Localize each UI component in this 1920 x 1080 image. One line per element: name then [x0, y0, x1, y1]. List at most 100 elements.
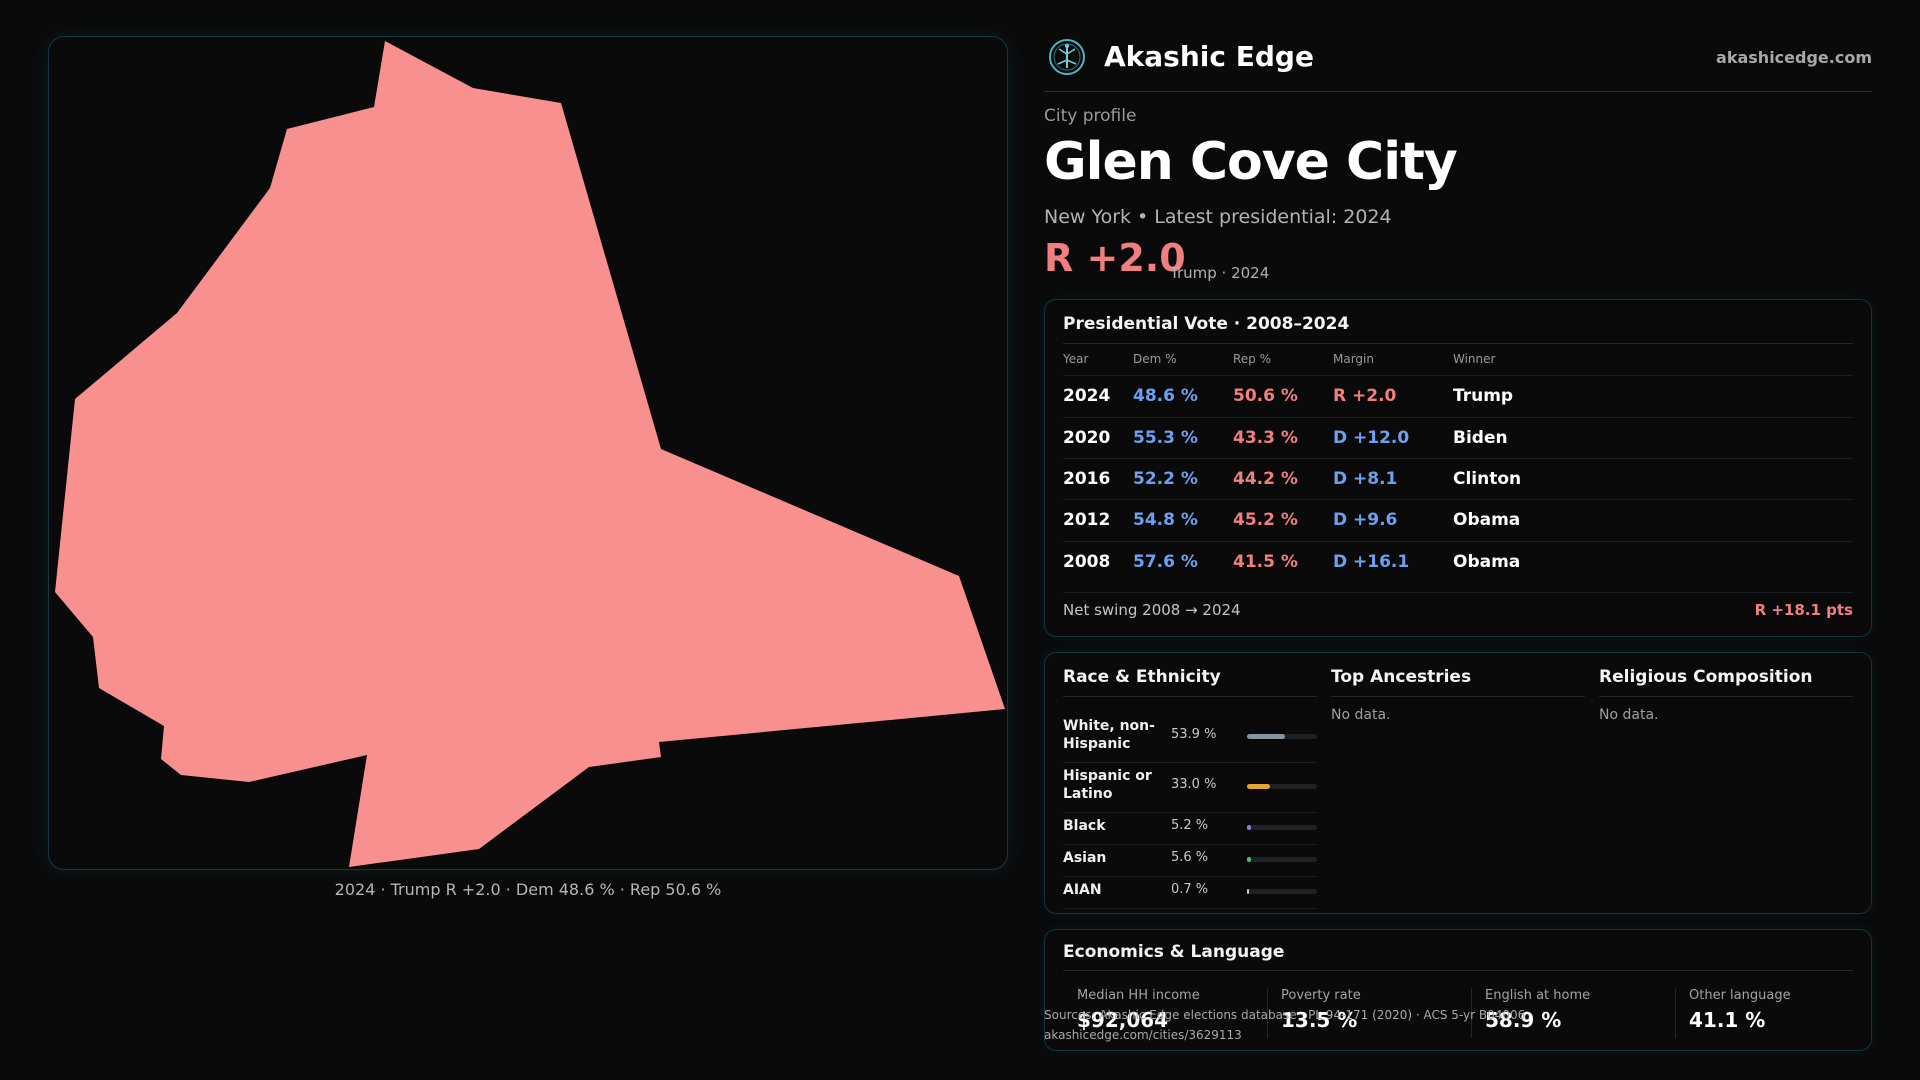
cell-year: 2008: [1063, 552, 1111, 572]
brand-name[interactable]: Akashic Edge: [1104, 40, 1314, 73]
race-value: 5.2 %: [1171, 818, 1209, 833]
race-row: Hispanic or Latino 33.0 %: [1063, 763, 1317, 813]
page-title: Glen Cove City: [1044, 132, 1458, 192]
race-bar: [1247, 825, 1317, 830]
stat-label: Other language: [1689, 988, 1791, 1003]
table-row: 2020 55.3 % 43.3 % D +12.0 Biden: [1063, 417, 1853, 459]
religion-title: Religious Composition: [1599, 667, 1853, 697]
stat-poverty-rate: Poverty rate 13.5 %: [1267, 988, 1457, 1038]
stat-other-language: Other language 41.1 %: [1675, 988, 1865, 1038]
stat-label: Poverty rate: [1281, 988, 1361, 1003]
race-row: White, non-Hispanic 53.9 %: [1063, 713, 1317, 763]
race-value: 33.0 %: [1171, 777, 1217, 792]
ancestries-section: Top Ancestries No data.: [1331, 667, 1585, 723]
cell-dem: 48.6 %: [1133, 386, 1198, 406]
cell-year: 2024: [1063, 386, 1111, 406]
race-label: Black: [1063, 818, 1106, 834]
table-row: 2012 54.8 % 45.2 % D +9.6 Obama: [1063, 499, 1853, 541]
city-boundary-map: [55, 41, 1005, 867]
col-dem: Dem %: [1133, 352, 1177, 366]
cell-winner: Obama: [1453, 510, 1521, 530]
cell-rep: 44.2 %: [1233, 469, 1298, 489]
stat-value: $92,064: [1077, 1008, 1169, 1032]
cell-rep: 43.3 %: [1233, 428, 1298, 448]
cell-dem: 55.3 %: [1133, 428, 1198, 448]
race-value: 5.6 %: [1171, 850, 1209, 865]
race-label: White, non-Hispanic: [1063, 718, 1155, 752]
demographics-card: Race & Ethnicity White, non-Hispanic 53.…: [1044, 652, 1872, 914]
stat-value: 41.1 %: [1689, 1008, 1766, 1032]
economics-title: Economics & Language: [1063, 942, 1285, 962]
vote-card-title: Presidential Vote · 2008–2024: [1063, 314, 1350, 334]
cell-winner: Biden: [1453, 428, 1508, 448]
source-text: Sources: Akashic Edge elections database…: [1044, 1008, 1526, 1022]
cell-rep: 50.6 %: [1233, 386, 1298, 406]
col-winner: Winner: [1453, 352, 1496, 366]
religion-section: Religious Composition No data.: [1599, 667, 1853, 723]
cell-year: 2012: [1063, 510, 1111, 530]
race-label: Asian: [1063, 850, 1107, 866]
map-caption: 2024 · Trump R +2.0 · Dem 48.6 % · Rep 5…: [334, 880, 722, 899]
race-title: Race & Ethnicity: [1063, 667, 1317, 697]
stat-value: 13.5 %: [1281, 1008, 1358, 1032]
ancestries-title: Top Ancestries: [1331, 667, 1585, 697]
table-row: 2008 57.6 % 41.5 % D +16.1 Obama: [1063, 541, 1853, 583]
col-margin: Margin: [1333, 352, 1374, 366]
table-row: 2016 52.2 % 44.2 % D +8.1 Clinton: [1063, 458, 1853, 500]
cell-dem: 54.8 %: [1133, 510, 1198, 530]
city-boundary-shape[interactable]: [55, 41, 1005, 867]
race-bar: [1247, 734, 1317, 739]
cell-winner: Obama: [1453, 552, 1521, 572]
race-value: 53.9 %: [1171, 727, 1217, 742]
app-header: Akashic Edge akashicedge.com: [1044, 36, 1872, 92]
cell-dem: 52.2 %: [1133, 469, 1198, 489]
race-row: AIAN 0.7 %: [1063, 877, 1317, 909]
cell-margin: D +12.0: [1333, 428, 1410, 448]
net-swing-label: Net swing 2008 → 2024: [1063, 601, 1241, 619]
cell-winner: Clinton: [1453, 469, 1522, 489]
table-row: 2024 48.6 % 50.6 % R +2.0 Trump: [1063, 375, 1853, 417]
cell-year: 2020: [1063, 428, 1111, 448]
race-label: Hispanic or Latino: [1063, 768, 1152, 802]
cell-margin: R +2.0: [1333, 386, 1397, 406]
stat-median-income: Median HH income $92,064: [1063, 988, 1253, 1038]
race-value: 0.7 %: [1171, 882, 1209, 897]
stat-label: Median HH income: [1077, 988, 1200, 1003]
source-url[interactable]: akashicedge.com/cities/3629113: [1044, 1028, 1242, 1042]
profile-subline: New York • Latest presidential: 2024: [1044, 206, 1392, 228]
vote-table-header: Year Dem % Rep % Margin Winner: [1063, 352, 1853, 374]
race-ethnicity-section: Race & Ethnicity White, non-Hispanic 53.…: [1063, 667, 1317, 909]
profile-kicker: City profile: [1044, 106, 1137, 126]
race-row: Asian 5.6 %: [1063, 845, 1317, 877]
cell-dem: 57.6 %: [1133, 552, 1198, 572]
col-year: Year: [1063, 352, 1089, 366]
tree-of-life-icon: [1049, 39, 1085, 75]
cell-margin: D +16.1: [1333, 552, 1410, 572]
race-row: Black 5.2 %: [1063, 813, 1317, 845]
ancestries-empty: No data.: [1331, 707, 1391, 723]
site-link[interactable]: akashicedge.com: [1716, 48, 1872, 67]
latest-margin: R +2.0: [1044, 236, 1186, 280]
cell-margin: D +9.6: [1333, 510, 1398, 530]
presidential-vote-card: Presidential Vote · 2008–2024 Year Dem %…: [1044, 299, 1872, 637]
race-bar: [1247, 889, 1317, 894]
cell-year: 2016: [1063, 469, 1111, 489]
religion-empty: No data.: [1599, 707, 1659, 723]
col-rep: Rep %: [1233, 352, 1272, 366]
cell-rep: 45.2 %: [1233, 510, 1298, 530]
stat-english-at-home: English at home 58.9 %: [1471, 988, 1661, 1038]
cell-rep: 41.5 %: [1233, 552, 1298, 572]
latest-margin-subtitle: Trump · 2024: [1170, 264, 1270, 282]
net-swing-value: R +18.1 pts: [1754, 601, 1853, 619]
city-map[interactable]: [48, 36, 1008, 870]
race-label: AIAN: [1063, 882, 1102, 898]
net-swing-row: Net swing 2008 → 2024 R +18.1 pts: [1063, 592, 1853, 626]
race-bar: [1247, 784, 1317, 789]
cell-margin: D +8.1: [1333, 469, 1398, 489]
source-footer: Sources: Akashic Edge elections database…: [1044, 1005, 1525, 1045]
stat-value: 58.9 %: [1485, 1008, 1562, 1032]
economics-card: Economics & Language Median HH income $9…: [1044, 929, 1872, 1051]
cell-winner: Trump: [1453, 386, 1514, 406]
race-bar: [1247, 857, 1317, 862]
stat-label: English at home: [1485, 988, 1591, 1003]
